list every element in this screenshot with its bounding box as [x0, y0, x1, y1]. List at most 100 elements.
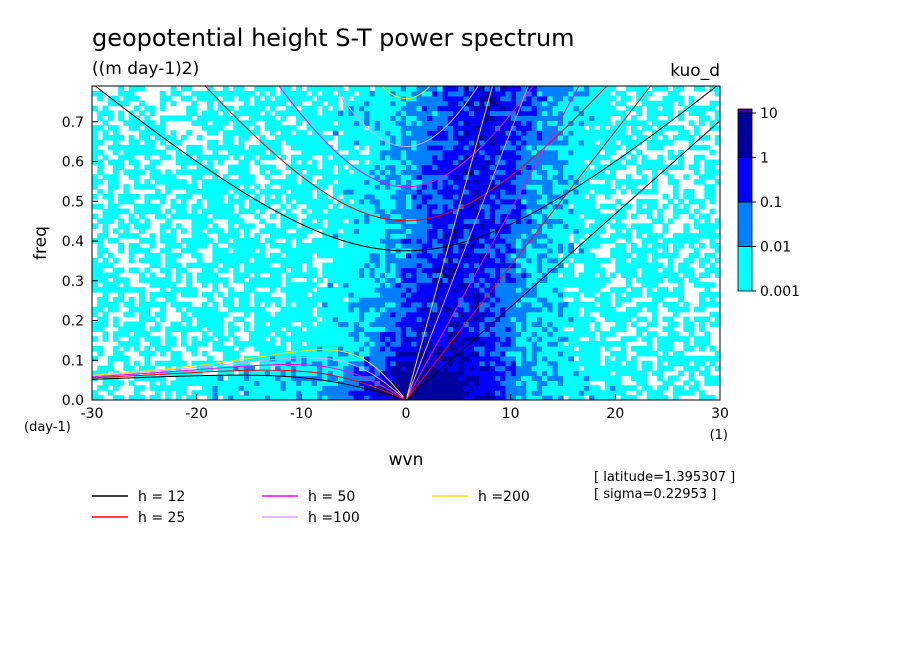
contour-cell — [552, 287, 559, 293]
contour-cell — [327, 301, 334, 308]
contour-cell — [285, 257, 292, 264]
contour-cell — [699, 316, 705, 323]
contour-cell — [599, 223, 606, 229]
contour-cell — [390, 198, 397, 205]
contour-cell — [296, 262, 302, 269]
contour-cell — [510, 306, 517, 313]
contour-cell — [568, 341, 575, 347]
contour-cell — [133, 223, 140, 229]
contour-cell — [290, 267, 297, 274]
contour-cell — [521, 218, 527, 224]
contour-cell — [317, 311, 323, 318]
contour-cell — [599, 139, 606, 146]
contour-cell — [515, 385, 522, 391]
contour-cell — [573, 350, 580, 357]
contour-cell — [379, 159, 386, 166]
contour-cell — [207, 203, 213, 210]
contour-cell — [500, 139, 507, 146]
contour-cell — [165, 179, 172, 185]
contour-cell — [353, 203, 360, 210]
contour-cell — [447, 380, 454, 386]
contour-cell — [264, 193, 271, 200]
contour-cell — [510, 203, 517, 210]
contour-cell — [348, 144, 355, 151]
contour-cell — [437, 370, 444, 377]
contour-cell — [118, 395, 124, 400]
contour-cell — [636, 179, 643, 185]
contour-cell — [432, 336, 438, 342]
contour-cell — [442, 267, 449, 274]
contour-cell — [285, 238, 292, 244]
contour-cell — [583, 169, 590, 175]
contour-cell — [704, 355, 711, 362]
contour-cell — [217, 316, 224, 323]
contour-cell — [657, 262, 664, 269]
contour-cell — [264, 164, 271, 171]
contour-cell — [505, 223, 512, 229]
contour-cell — [526, 296, 533, 303]
contour-cell — [594, 326, 601, 332]
contour-cell — [133, 267, 140, 274]
contour-cell — [243, 296, 250, 303]
contour-cell — [217, 370, 224, 377]
contour-cell — [212, 208, 219, 215]
contour-cell — [306, 346, 313, 352]
contour-cell — [348, 346, 355, 352]
contour-cell — [651, 306, 658, 313]
contour-cell — [285, 139, 292, 146]
contour-cell — [191, 346, 198, 352]
contour-cell — [557, 174, 564, 180]
contour-cell — [296, 154, 302, 161]
contour-cell — [615, 159, 622, 166]
contour-cell — [437, 365, 444, 372]
contour-cell — [317, 287, 323, 293]
contour-cell — [97, 385, 104, 391]
contour-cell — [557, 360, 564, 367]
contour-cell — [322, 326, 329, 332]
contour-cell — [573, 375, 580, 381]
contour-cell — [683, 321, 690, 328]
contour-cell — [212, 341, 219, 347]
contour-cell — [426, 154, 433, 161]
contour-cell — [531, 346, 538, 352]
contour-cell — [301, 321, 308, 328]
contour-cell — [186, 395, 193, 400]
contour-cell — [651, 277, 658, 283]
contour-cell — [651, 198, 658, 205]
contour-cell — [390, 301, 397, 308]
contour-cell — [678, 296, 684, 303]
contour-cell — [468, 135, 475, 141]
contour-cell — [505, 267, 512, 274]
contour-cell — [547, 287, 554, 293]
contour-cell — [348, 380, 355, 386]
contour-cell — [526, 154, 533, 161]
contour-cell — [526, 390, 533, 396]
contour-cell — [369, 174, 376, 180]
contour-cell — [212, 257, 219, 264]
contour-cell — [374, 189, 381, 195]
contour-cell — [212, 262, 219, 269]
contour-cell — [243, 257, 250, 264]
contour-cell — [489, 355, 496, 362]
contour-cell — [348, 296, 355, 303]
contour-cell — [594, 360, 601, 367]
contour-cell — [426, 198, 433, 205]
contour-cell — [123, 346, 130, 352]
contour-cell — [364, 267, 370, 274]
contour-cell — [599, 164, 606, 171]
contour-cell — [285, 213, 292, 220]
contour-cell — [212, 189, 219, 195]
contour-cell — [704, 380, 711, 386]
contour-cell — [568, 198, 575, 205]
contour-cell — [615, 296, 622, 303]
contour-cell — [123, 144, 130, 151]
contour-cell — [463, 292, 470, 298]
contour-cell — [453, 380, 459, 386]
contour-cell — [688, 355, 695, 362]
contour-cell — [442, 380, 449, 386]
contour-cell — [489, 154, 496, 161]
contour-cell — [426, 208, 433, 215]
contour-cell — [133, 326, 140, 332]
contour-cell — [327, 262, 334, 269]
contour-cell — [557, 154, 564, 161]
